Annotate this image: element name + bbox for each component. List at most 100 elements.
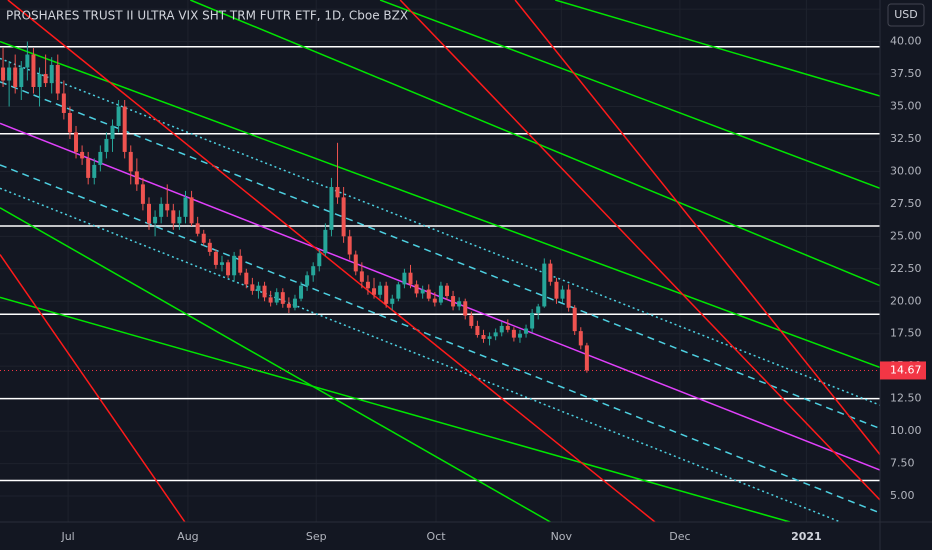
candle-body	[43, 74, 48, 84]
candle-body	[524, 328, 529, 334]
y-tick-label: 37.50	[890, 67, 922, 80]
y-tick-label: 30.00	[890, 164, 922, 177]
currency-box[interactable]	[887, 3, 925, 27]
x-tick-label: Sep	[306, 530, 327, 543]
candle-body	[475, 325, 480, 336]
candle-body	[451, 296, 456, 307]
candle-body	[116, 106, 121, 126]
candle-body	[530, 312, 535, 329]
candle-body	[505, 325, 510, 330]
candle-body	[572, 307, 577, 332]
candle-body	[7, 67, 12, 81]
axes: 5.007.5010.0012.5015.0017.5020.0022.5025…	[60, 2, 926, 543]
candle-body	[584, 345, 589, 371]
chart-title: PROSHARES TRUST II ULTRA VIX SHT TRM FUT…	[6, 9, 408, 23]
trend-line	[0, 81, 880, 430]
y-tick-label: 32.50	[890, 132, 922, 145]
candle-body	[438, 285, 443, 303]
candle-body	[232, 255, 237, 276]
candle-body	[305, 275, 310, 286]
currency: USD	[894, 8, 918, 21]
candle-body	[146, 203, 151, 224]
candle-body	[286, 303, 291, 308]
candle-body	[414, 284, 419, 294]
x-tick-label: Jul	[60, 530, 74, 543]
y-tick-label: 12.50	[890, 392, 922, 405]
candle-body	[311, 266, 316, 276]
candles	[0, 41, 880, 373]
candle-body	[432, 298, 437, 303]
candle-body	[402, 272, 407, 285]
trend-line	[0, 254, 186, 522]
last-price-box	[880, 361, 926, 380]
y-tick-label: 22.50	[890, 262, 922, 275]
candle-body	[171, 210, 176, 224]
x-tick-label: Aug	[177, 530, 198, 543]
trend-line	[0, 296, 791, 522]
candle-body	[444, 285, 449, 297]
trend-line	[0, 164, 880, 514]
candle-body	[31, 54, 36, 87]
candle-body	[511, 329, 516, 338]
trend-line	[555, 0, 880, 97]
candle-body	[13, 67, 18, 87]
x-tick-label: 2021	[791, 530, 822, 543]
candle-body	[183, 197, 188, 217]
candle-body	[542, 263, 547, 307]
trend-line	[0, 187, 841, 522]
candle-body	[426, 289, 431, 299]
candle-body	[238, 255, 243, 273]
candle-body	[359, 271, 364, 282]
candle-body	[408, 272, 413, 285]
candle-body	[353, 254, 358, 272]
candle-body	[396, 284, 401, 299]
candle-body	[159, 203, 164, 217]
candle-body	[25, 54, 30, 68]
candle-body	[37, 74, 42, 87]
candle-body	[578, 331, 583, 346]
candle-body	[98, 151, 103, 165]
y-tick-label: 40.00	[890, 35, 922, 48]
candle-body	[554, 281, 559, 299]
candle-body	[177, 216, 182, 224]
last-price-label: 14.67	[890, 363, 922, 376]
candle-body	[517, 333, 522, 338]
candle-body	[122, 106, 127, 152]
candle-body	[499, 325, 504, 333]
candle-body	[49, 64, 54, 84]
y-tick-label: 35.00	[890, 99, 922, 112]
candle-body	[335, 186, 340, 198]
candle-body	[463, 301, 468, 316]
candle-body	[317, 253, 322, 267]
x-tick-label: Oct	[427, 530, 447, 543]
trend-line	[190, 0, 880, 287]
candle-body	[250, 284, 255, 291]
candle-body	[323, 229, 328, 254]
candle-body	[280, 292, 285, 304]
candle-body	[244, 272, 249, 285]
candle-body	[292, 298, 297, 308]
candle-body	[390, 298, 395, 304]
candle-body	[110, 125, 115, 139]
candle-body	[256, 285, 261, 291]
candle-body	[487, 336, 492, 339]
candle-body	[347, 236, 352, 255]
candle-body	[19, 67, 24, 87]
candle-body	[61, 93, 66, 113]
candle-body	[341, 197, 346, 237]
candle-body	[201, 233, 206, 243]
trend-line	[0, 40, 880, 369]
candle-body	[548, 263, 553, 282]
candle-body	[329, 186, 334, 230]
candle-body	[378, 285, 383, 295]
candle-body	[189, 197, 194, 224]
candle-body	[134, 171, 139, 185]
trend-line	[7, 0, 656, 522]
candle-body	[1, 67, 6, 81]
candle-body	[536, 306, 541, 313]
candle-body	[140, 184, 145, 204]
candle-body	[92, 164, 97, 178]
candle-body	[420, 289, 425, 294]
candle-body	[86, 158, 91, 178]
